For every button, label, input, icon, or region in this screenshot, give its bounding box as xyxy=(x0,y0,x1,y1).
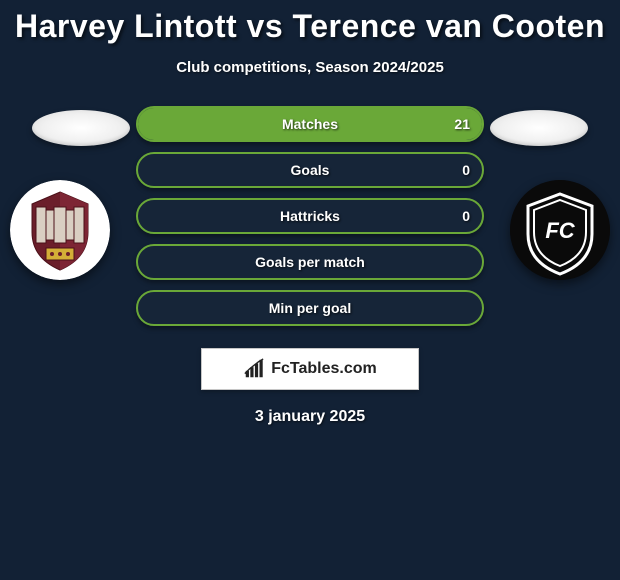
club-crest-left-icon xyxy=(10,180,110,280)
stat-value-right: 21 xyxy=(454,116,470,132)
club-crest-right-icon: FC xyxy=(510,180,610,280)
stat-value-right: 0 xyxy=(462,162,470,178)
stat-value-right: 0 xyxy=(462,208,470,224)
fctables-logo: FcTables.com xyxy=(201,348,419,390)
page-title: Harvey Lintott vs Terence van Cooten xyxy=(0,0,620,45)
stat-label: Hattricks xyxy=(138,208,482,224)
flag-player1 xyxy=(32,110,130,146)
stat-bar: Matches21 xyxy=(136,106,484,142)
flag-player2 xyxy=(490,110,588,146)
stat-bar: Hattricks0 xyxy=(136,198,484,234)
club-badge-circle-right: FC xyxy=(510,180,610,280)
date-line: 3 january 2025 xyxy=(0,408,620,426)
stat-label: Matches xyxy=(138,116,482,132)
svg-text:FC: FC xyxy=(545,218,575,243)
fctables-logo-text: FcTables.com xyxy=(271,360,377,378)
club-badge-player1 xyxy=(10,180,110,280)
title-vs: vs xyxy=(247,8,284,44)
club-badge-player2: FC xyxy=(510,180,610,280)
title-player1: Harvey Lintott xyxy=(15,8,237,44)
subtitle: Club competitions, Season 2024/2025 xyxy=(0,59,620,76)
stat-label: Goals xyxy=(138,162,482,178)
stat-bar: Min per goal xyxy=(136,290,484,326)
stat-label: Min per goal xyxy=(138,300,482,316)
stat-bars-column: Matches21Goals0Hattricks0Goals per match… xyxy=(136,106,484,326)
stat-bar: Goals per match xyxy=(136,244,484,280)
title-player2: Terence van Cooten xyxy=(293,8,605,44)
club-badge-circle-left xyxy=(10,180,110,280)
stat-label: Goals per match xyxy=(138,254,482,270)
bar-chart-icon xyxy=(243,358,265,380)
stat-bar: Goals0 xyxy=(136,152,484,188)
